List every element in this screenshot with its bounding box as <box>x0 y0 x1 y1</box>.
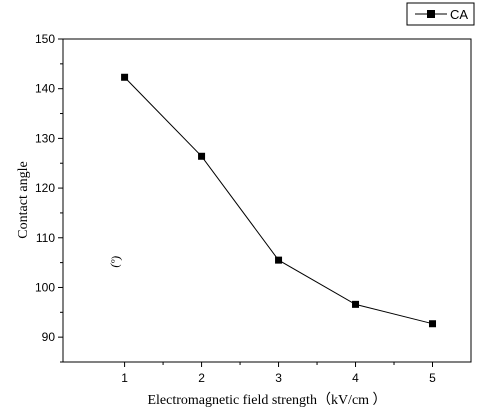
data-point <box>198 152 206 160</box>
axis-tick-labels: 1 2 3 4 5 90 100 110 120 130 140 150 <box>35 32 436 385</box>
legend-label-ca: CA <box>450 7 468 22</box>
data-point <box>429 320 437 328</box>
y-axis-title: Contact angle <box>16 161 31 238</box>
data-point <box>121 73 129 81</box>
y-tick-label: 140 <box>35 82 55 96</box>
series-markers <box>121 73 437 328</box>
x-axis-title: Electromagnetic field strength（kV/cm ） <box>147 392 386 408</box>
y-tick-label: 90 <box>42 330 56 344</box>
y-tick-label: 130 <box>35 131 55 145</box>
data-point <box>352 300 360 308</box>
y-tick-label: 150 <box>35 32 55 46</box>
x-tick-label: 5 <box>429 371 436 385</box>
x-tick-label: 3 <box>275 371 282 385</box>
y-unit-mark: (º) <box>107 255 123 269</box>
x-tick-label: 1 <box>121 371 128 385</box>
plot-frame <box>62 38 472 363</box>
legend: CA <box>406 2 475 26</box>
y-tick-label: 120 <box>35 181 55 195</box>
series-line-ca <box>124 76 433 325</box>
y-tick-label: 110 <box>36 231 55 245</box>
x-tick-label: 4 <box>352 371 359 385</box>
x-tick-label: 2 <box>198 371 205 385</box>
y-tick-label: 100 <box>35 280 55 294</box>
data-point <box>275 256 283 264</box>
legend-marker <box>427 10 435 18</box>
axis-ticks <box>58 38 434 367</box>
